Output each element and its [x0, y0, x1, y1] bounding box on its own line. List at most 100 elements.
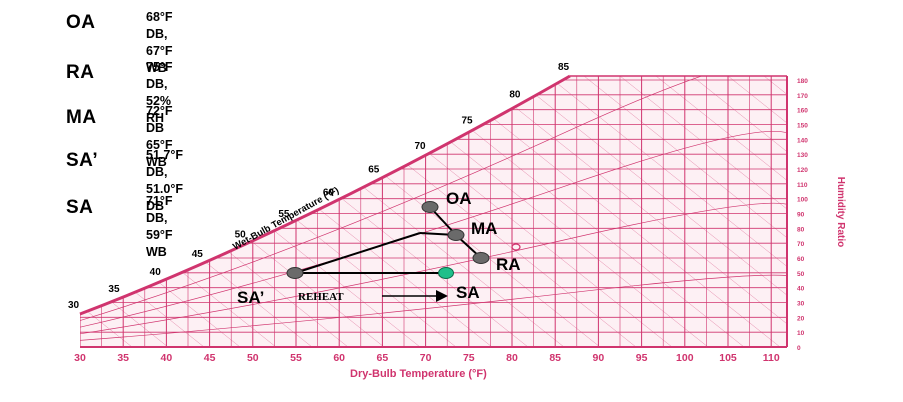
- grid-wetbulb-line: [583, 76, 787, 347]
- grid-wetbulb-line: [872, 76, 903, 347]
- wet-bulb-tick-label: 75: [461, 116, 473, 127]
- x-tick-label: 80: [506, 352, 518, 364]
- grid-wetbulb-line: [80, 76, 205, 347]
- legend-cond-sa-prime: 51.7°F DB, 51.0°F DB: [146, 147, 183, 215]
- reheat-label: REHEAT: [298, 291, 344, 303]
- legend-abbr-sa-prime: SA’: [66, 150, 99, 171]
- legend-ma-line1: 72°F DB: [146, 104, 173, 135]
- x-tick-label: 60: [333, 352, 345, 364]
- legend-cond-ma: 72°F DB 65°F WB: [146, 103, 173, 171]
- ra-label: RA: [496, 255, 521, 274]
- legend-ra-line2: 52% RH: [146, 94, 172, 125]
- y-axis-title: Humidity Ratio: [835, 177, 846, 248]
- grid-wetbulb-line: [439, 76, 781, 347]
- wet-bulb-ticks: 30 35 40 45 50 55 60 65 70 75 80 85: [68, 62, 570, 311]
- x-tick-label: 95: [636, 352, 648, 364]
- ra-point: [472, 252, 490, 264]
- x-tick-label: 90: [593, 352, 605, 364]
- wet-bulb-tick-label: 35: [108, 284, 120, 295]
- legend-sa-line1: 71°F DB,: [146, 194, 173, 225]
- x-tick-label: 75: [463, 352, 475, 364]
- x-tick-label: 35: [117, 352, 129, 364]
- x-tick-label: 70: [420, 352, 432, 364]
- legend-ma-line2: 65°F WB: [146, 138, 173, 169]
- x-tick-label: 55: [290, 352, 302, 364]
- y-tick-label: 100: [797, 197, 808, 204]
- y-tick-label: 140: [797, 137, 808, 144]
- legend-abbr-sa: SA: [66, 197, 94, 218]
- oa-label: OA: [446, 189, 472, 208]
- process-lines: [294, 206, 482, 302]
- grid-rh-curve: [80, 131, 787, 328]
- wet-bulb-tick-label: 30: [68, 300, 80, 311]
- legend-cond-sa: 71°F DB, 59°F WB: [146, 193, 173, 261]
- wet-bulb-tick-label: 70: [414, 141, 426, 152]
- y-tick-label: 150: [797, 123, 808, 130]
- legend-sa-prime-line1: 51.7°F DB,: [146, 148, 183, 179]
- chart-marker-circle: [511, 243, 521, 251]
- wet-bulb-tick-label: 50: [235, 230, 247, 241]
- grid-wetbulb-line: [655, 76, 787, 347]
- y-tick-label: 110: [797, 182, 808, 189]
- legend-sa-prime-line2: 51.0°F DB: [146, 182, 183, 213]
- grid-wetbulb-line: [691, 76, 787, 347]
- y-axis-ticks: 1801701601501401301201101009080706050403…: [797, 78, 808, 352]
- grid-wetbulb-line: [547, 76, 787, 347]
- grid-rh-curve: [80, 76, 787, 321]
- x-tick-label: 30: [74, 352, 86, 364]
- cooling-line-diag: [294, 232, 421, 274]
- x-tick-label: 45: [204, 352, 216, 364]
- x-tick-label: 40: [161, 352, 173, 364]
- sa-label: SA: [456, 283, 480, 302]
- grid-wetbulb-line: [727, 76, 787, 347]
- wet-bulb-tick-label: 40: [150, 267, 162, 278]
- y-tick-label: 20: [797, 315, 805, 322]
- sa-prime-label: SA’: [237, 288, 264, 307]
- y-tick-label: 60: [797, 256, 805, 263]
- legend-abbr-oa: OA: [66, 12, 96, 33]
- legend-ra-line1: 75°F DB,: [146, 60, 173, 91]
- y-tick-label: 170: [797, 93, 808, 100]
- legend-abbr-ra: RA: [66, 62, 95, 83]
- y-tick-label: 40: [797, 286, 805, 293]
- y-tick-label: 0: [797, 345, 801, 352]
- legend-abbr-ma: MA: [66, 107, 97, 128]
- ma-label: MA: [471, 219, 497, 238]
- grid-wetbulb-line: [619, 76, 787, 347]
- saturation-curve: [79, 74, 571, 316]
- grid-wetbulb-line: [475, 76, 787, 347]
- grid-wetbulb-line: [511, 76, 787, 347]
- y-tick-label: 10: [797, 330, 805, 337]
- grid-rh-curve: [80, 274, 787, 341]
- grid-rh-curve: [80, 202, 787, 335]
- wet-bulb-tick-label: 65: [368, 165, 380, 176]
- wet-bulb-tick-label: 55: [278, 209, 290, 220]
- wet-bulb-tick-label: 45: [192, 249, 204, 260]
- ma-point: [447, 229, 465, 241]
- grid-wetbulb-line: [800, 76, 903, 347]
- y-tick-label: 70: [797, 241, 805, 248]
- y-tick-label: 30: [797, 301, 805, 308]
- sa-prime-point: [286, 267, 304, 279]
- x-tick-label: 65: [377, 352, 389, 364]
- x-tick-label: 110: [763, 352, 780, 364]
- legend-oa-line2: 67°F WB: [146, 44, 173, 75]
- x-tick-label: 105: [719, 352, 737, 364]
- oa-point: [421, 201, 439, 213]
- x-tick-label: 50: [247, 352, 259, 364]
- legend-cond-oa: 68°F DB, 67°F WB: [146, 9, 173, 77]
- y-tick-label: 90: [797, 212, 805, 219]
- reheat-arrow-head: [436, 290, 448, 302]
- x-axis-ticks: 30 35 40 45 50 55 60 65 70 75 80 85 90 95 100 105 110: [74, 352, 780, 364]
- wet-bulb-tick-label: 60: [323, 188, 335, 199]
- y-tick-label: 130: [797, 152, 808, 159]
- legend-oa-line1: 68°F DB,: [146, 10, 173, 41]
- y-tick-label: 50: [797, 271, 805, 278]
- x-tick-label: 85: [549, 352, 561, 364]
- y-tick-label: 160: [797, 108, 808, 115]
- y-tick-label: 120: [797, 167, 808, 174]
- wet-bulb-tick-label: 80: [509, 89, 521, 100]
- legend-cond-ra: 75°F DB, 52% RH: [146, 59, 173, 127]
- sa-point: [438, 267, 454, 279]
